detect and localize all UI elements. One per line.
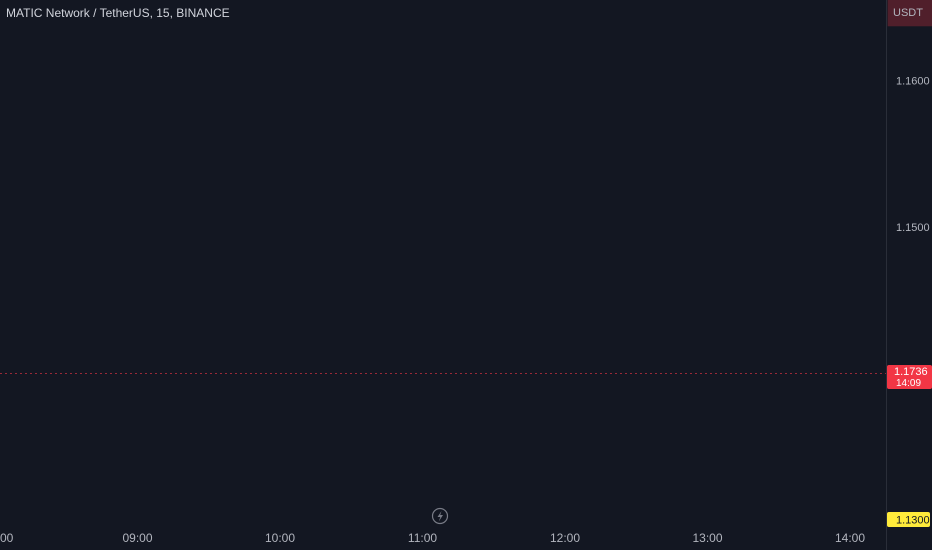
- last-price-badge-bg: [887, 365, 932, 389]
- chart-title: MATIC Network / TetherUS, 15, BINANCE: [6, 6, 230, 20]
- crosshair-price-value: 1.1300: [896, 515, 930, 527]
- time-tick-1: 09:00: [122, 531, 152, 545]
- time-tick-4: 12:00: [550, 531, 580, 545]
- position-stop-zone[interactable]: [887, 0, 932, 27]
- last-price-value: 1.1736: [894, 366, 928, 378]
- last-price-badge: 1.1736 14:09: [887, 365, 932, 389]
- time-axis[interactable]: 0009:0010:0011:0012:0013:0014:0015:0016:…: [0, 531, 932, 545]
- currency-label: USDT: [893, 7, 923, 19]
- time-tick-0: 00: [0, 531, 14, 545]
- position-layer: [887, 0, 932, 27]
- price-tick-10: 1.1500: [896, 222, 930, 234]
- crosshair-price-badge-bg: [887, 512, 930, 527]
- time-tick-6: 14:00: [835, 531, 865, 545]
- time-tick-5: 13:00: [692, 531, 722, 545]
- lightning-icon[interactable]: [431, 507, 449, 525]
- crosshair-price-badge: 1.1300: [887, 512, 930, 527]
- price-tick-9: 1.1600: [896, 76, 930, 88]
- time-tick-3: 11:00: [408, 531, 437, 545]
- bar-countdown: 14:09: [896, 378, 921, 389]
- time-tick-2: 10:00: [265, 531, 295, 545]
